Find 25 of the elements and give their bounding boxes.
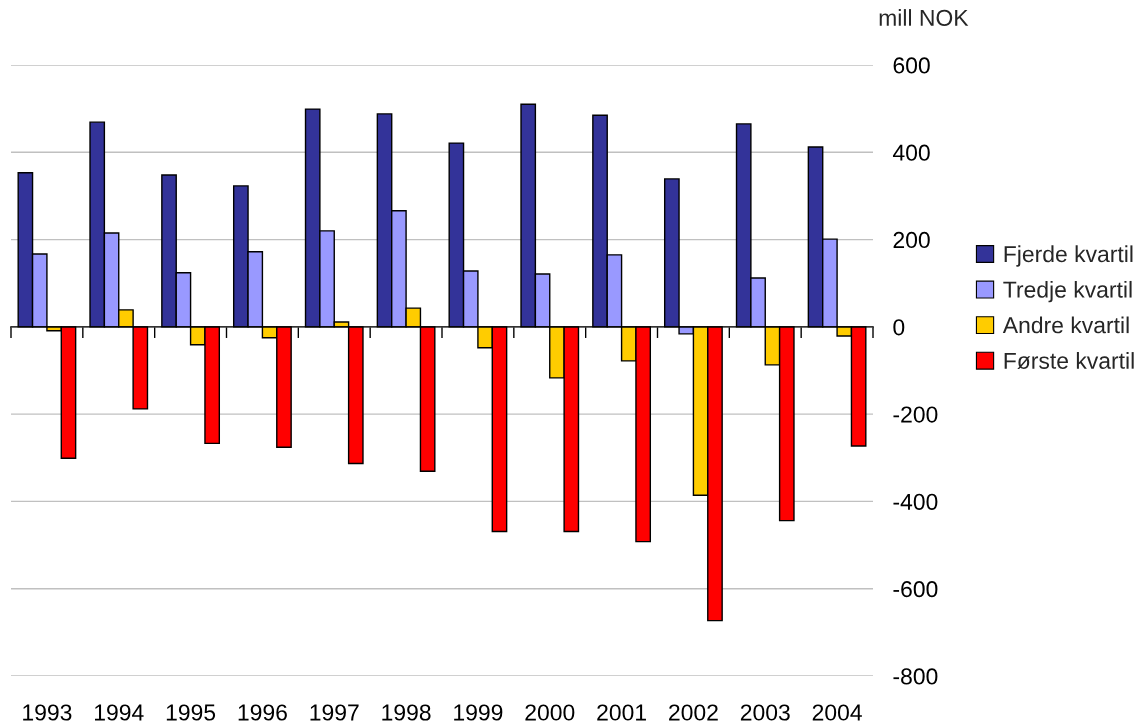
legend-label: Tredje kvartil [1003, 280, 1132, 303]
x-tick-label: 2002 [669, 704, 718, 721]
legend-label: Første kvartil [1004, 352, 1134, 370]
legend-label: Fjerde kvartil [1004, 245, 1133, 267]
x-tick-label: 1998 [382, 704, 431, 721]
x-tick-label: 2004 [812, 704, 862, 721]
x-tick-label: 1994 [95, 704, 144, 721]
y-tick-label: -200 [893, 406, 938, 423]
y-tick-label: -800 [893, 668, 938, 685]
x-tick-label: 1996 [238, 704, 287, 721]
x-tick-label: 2003 [740, 704, 790, 721]
x-tick-label: 1995 [166, 704, 216, 721]
x-tick-label: 1999 [454, 704, 503, 721]
x-tick-label: 1997 [310, 704, 359, 721]
x-tick-label: 2000 [525, 704, 575, 721]
x-tick-label: 1993 [23, 704, 72, 721]
y-tick-label: -600 [893, 581, 938, 598]
legend-label: Andre kvartil [1002, 316, 1129, 334]
y-tick-label: 600 [893, 57, 930, 74]
x-tick-label: 2001 [597, 704, 646, 721]
y-tick-label: -400 [893, 493, 938, 510]
y-tick-label: 200 [893, 231, 930, 249]
y-tick-label: 0 [893, 319, 905, 336]
y-tick-label: 400 [892, 144, 930, 161]
y-axis-title: mill NOK [879, 9, 969, 26]
